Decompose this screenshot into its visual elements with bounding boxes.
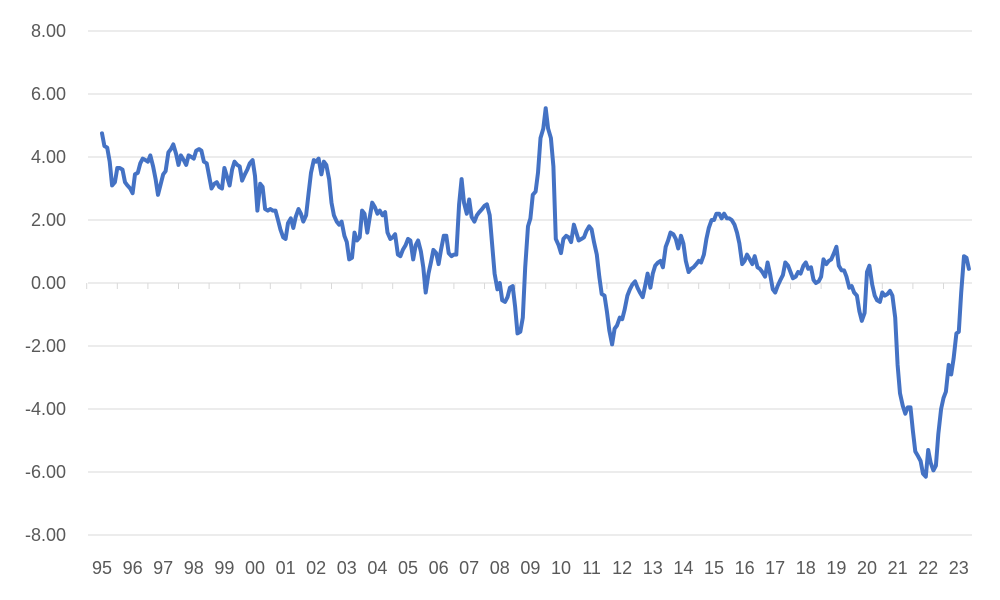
x-tick-label: 99 (214, 558, 234, 578)
x-tick-label: 20 (857, 558, 877, 578)
x-tick-label: 98 (184, 558, 204, 578)
y-tick-label: -2.00 (25, 336, 66, 356)
x-tick-label: 05 (398, 558, 418, 578)
series-group (100, 106, 971, 479)
series-line (100, 106, 971, 479)
x-tick-label: 10 (551, 558, 571, 578)
x-tick-label: 19 (826, 558, 846, 578)
x-tick-label: 11 (582, 558, 601, 578)
x-tick-label: 09 (520, 558, 540, 578)
x-tick-label: 01 (276, 558, 296, 578)
x-tick-label: 96 (123, 558, 143, 578)
x-tick-label: 13 (643, 558, 663, 578)
x-tick-label: 18 (796, 558, 816, 578)
y-tick-label: -4.00 (25, 399, 66, 419)
x-tick-label: 12 (612, 558, 632, 578)
x-tick-label: 08 (490, 558, 510, 578)
x-tick-label: 97 (153, 558, 173, 578)
x-tick-label: 22 (918, 558, 938, 578)
x-tick-label: 15 (704, 558, 724, 578)
y-tick-label: 2.00 (31, 210, 66, 230)
x-tick-label: 14 (673, 558, 693, 578)
x-tick-label: 02 (306, 558, 326, 578)
y-tick-label: -6.00 (25, 462, 66, 482)
x-tick-label: 23 (949, 558, 969, 578)
y-axis-tick-labels: -8.00 -6.00 -4.00 -2.00 0.00 2.00 4.00 6.00 8.00 (25, 21, 66, 545)
x-tick-label: 95 (92, 558, 112, 578)
y-tick-label: -8.00 (25, 525, 66, 545)
x-tick-label: 21 (888, 558, 908, 578)
x-tick-label: 16 (735, 558, 755, 578)
y-tick-label: 8.00 (31, 21, 66, 41)
y-tick-label: 0.00 (31, 273, 66, 293)
x-tick-label: 04 (367, 558, 387, 578)
y-tick-label: 6.00 (31, 84, 66, 104)
x-tick-label: 00 (245, 558, 265, 578)
x-tick-label: 06 (429, 558, 449, 578)
x-tick-label: 17 (765, 558, 785, 578)
y-tick-label: 4.00 (31, 147, 66, 167)
x-tick-label: 03 (337, 558, 357, 578)
x-axis-tick-labels: 95 96 97 98 99 00 01 02 03 04 05 06 07 08 09 10 11 12 13 14… (92, 558, 969, 578)
x-tick-label: 07 (459, 558, 479, 578)
x-axis (86, 282, 972, 289)
